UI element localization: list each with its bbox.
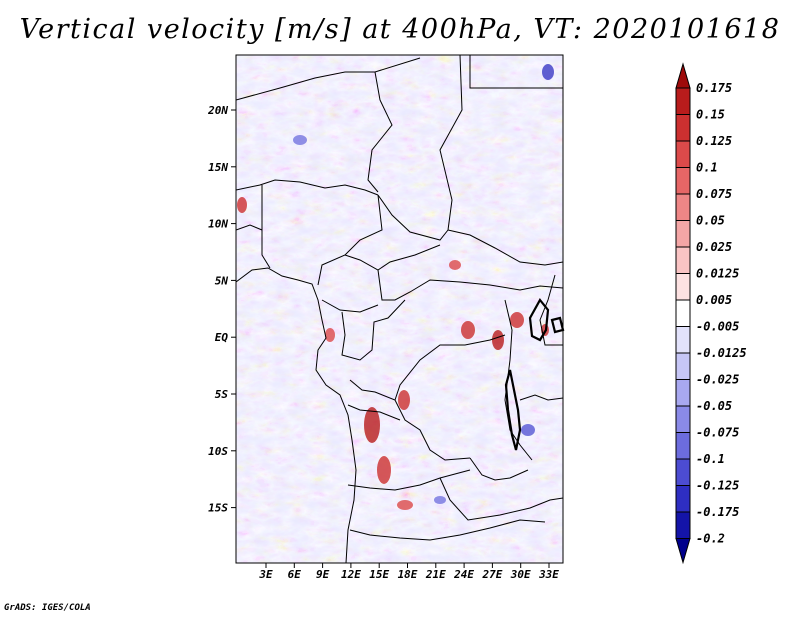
lon-label: 12E: [341, 568, 361, 581]
colorbar-swatch: [675, 511, 691, 539]
colorbar-swatch: [675, 246, 691, 274]
lon-label: 9E: [316, 568, 330, 581]
colorbar-label: 0.05: [696, 214, 725, 228]
lat-label: 15S: [208, 502, 228, 515]
lon-label: 3E: [258, 568, 273, 581]
colorbar-swatch: [675, 458, 691, 486]
lat-label: 5S: [215, 388, 229, 401]
lat-label: 10S: [208, 445, 228, 458]
colorbar-label: 0.15: [696, 108, 725, 122]
colorbar-label: -0.1: [696, 452, 725, 466]
lat-label: 5N: [215, 274, 229, 287]
colorbar-swatch: [675, 87, 691, 115]
lon-label: 30E: [510, 568, 531, 581]
colorbar-bottom-arrow: [675, 538, 691, 565]
colorbar-swatch: [675, 114, 691, 142]
colorbar-swatch: [675, 485, 691, 513]
colorbar-label: 0.0125: [696, 267, 739, 281]
colorbar-swatch: [675, 326, 691, 354]
longitude-axis: 3E 6E 9E 12E 15E 18E 21E 24E 27E 30E 33E: [258, 563, 559, 581]
colorbar-label: 0.175: [696, 81, 732, 95]
lat-label: EQ: [215, 331, 229, 344]
lon-label: 6E: [288, 568, 302, 581]
colorbar-swatch: [675, 167, 691, 195]
lon-label: 18E: [398, 568, 418, 581]
colorbar-label: -0.075: [696, 426, 739, 440]
colorbar-label: 0.005: [696, 293, 732, 307]
map-frame: [235, 54, 564, 564]
lon-label: 24E: [453, 568, 474, 581]
colorbar-label: -0.005: [696, 320, 739, 334]
colorbar-label: -0.175: [696, 505, 739, 519]
colorbar-swatch: [675, 405, 691, 433]
colorbar-label: -0.05: [696, 399, 732, 413]
colorbar-swatch: [675, 432, 691, 460]
map-title: Vertical velocity [m/s] at 400hPa, VT: 2…: [19, 14, 781, 45]
colorbar-top-arrow: [675, 62, 691, 89]
lat-label: 20N: [207, 104, 228, 117]
credit-text: GrADS: IGES/COLA: [4, 603, 91, 613]
colorbar-label: 0.025: [696, 240, 732, 254]
colorbar-label: 0.1: [696, 161, 718, 175]
colorbar-swatch: [675, 220, 691, 248]
lon-label: 27E: [481, 568, 502, 581]
colorbar-label: -0.025: [696, 373, 739, 387]
colorbar-swatch: [675, 193, 691, 221]
lon-label: 21E: [425, 568, 446, 581]
lon-label: 33E: [538, 568, 559, 581]
colorbar-swatch: [675, 299, 691, 327]
lon-label: 15E: [369, 568, 389, 581]
colorbar-swatch: [675, 379, 691, 407]
colorbar-swatch: [675, 140, 691, 168]
latitude-axis: 20N 15N 10N 5N EQ 5S 10S 15S: [207, 104, 236, 515]
lat-label: 10N: [208, 218, 228, 231]
colorbar-swatch: [675, 273, 691, 301]
colorbar: 0.175 0.15 0.125 0.1 0.075 0.05 0.025 0.0125 0.0…: [675, 62, 747, 565]
velocity-field: [236, 55, 563, 563]
colorbar-label: -0.0125: [696, 346, 747, 360]
colorbar-label: 0.125: [696, 134, 732, 148]
colorbar-label: 0.075: [696, 187, 732, 201]
lat-label: 15N: [208, 161, 228, 174]
colorbar-swatch: [675, 352, 691, 380]
colorbar-label: -0.2: [696, 532, 725, 546]
colorbar-label: -0.125: [696, 479, 739, 493]
country-borders: [236, 55, 563, 563]
